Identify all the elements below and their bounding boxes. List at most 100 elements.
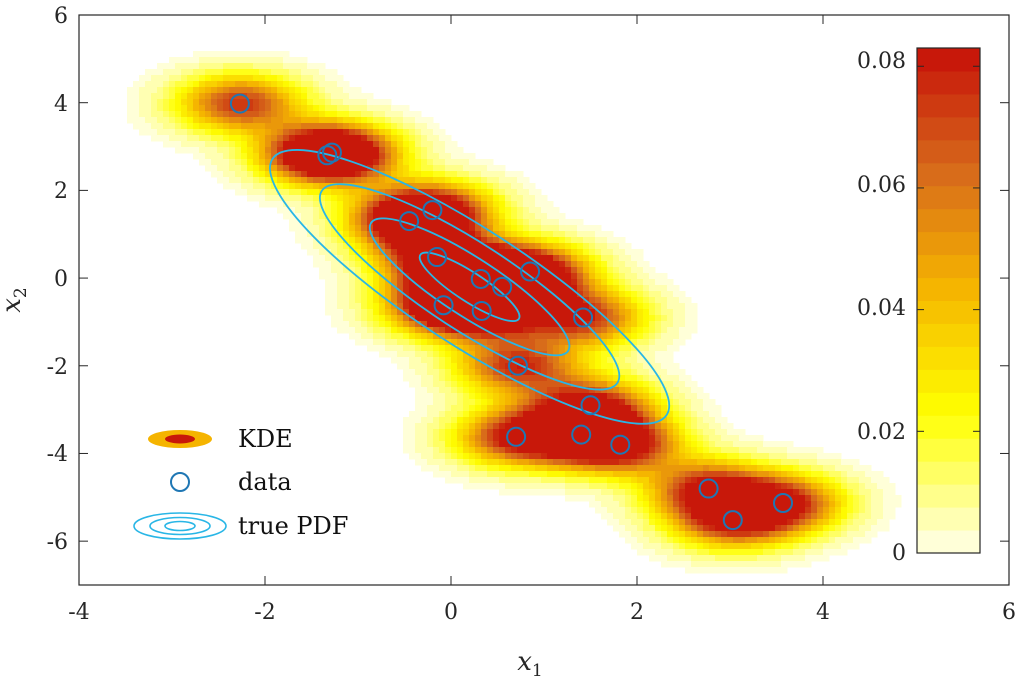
kde-cell	[529, 387, 536, 394]
kde-cell	[433, 429, 440, 436]
kde-cell	[313, 63, 320, 70]
kde-cell	[325, 231, 332, 238]
kde-cell	[349, 135, 356, 142]
kde-cell	[487, 285, 494, 292]
kde-cell	[643, 333, 650, 340]
kde-cell	[457, 441, 464, 448]
kde-cell	[421, 393, 428, 400]
kde-cell	[619, 285, 626, 292]
kde-cell	[337, 309, 344, 316]
kde-cell	[427, 333, 434, 340]
kde-cell	[631, 267, 638, 274]
kde-cell	[523, 315, 530, 322]
kde-cell	[823, 471, 830, 478]
kde-cell	[379, 345, 386, 352]
kde-cell	[703, 507, 710, 514]
kde-cell	[469, 213, 476, 220]
kde-cell	[403, 291, 410, 298]
kde-cell	[565, 249, 572, 256]
kde-cell	[301, 87, 308, 94]
kde-cell	[343, 213, 350, 220]
kde-cell	[427, 159, 434, 166]
kde-cell	[499, 435, 506, 442]
kde-cell	[337, 93, 344, 100]
kde-cell	[601, 321, 608, 328]
kde-cell	[289, 207, 296, 214]
kde-cell	[595, 303, 602, 310]
kde-cell	[649, 537, 656, 544]
kde-cell	[343, 243, 350, 250]
kde-cell	[445, 351, 452, 358]
kde-cell	[553, 381, 560, 388]
kde-cell	[553, 225, 560, 232]
kde-cell	[301, 237, 308, 244]
kde-cell	[805, 483, 812, 490]
kde-cell	[343, 327, 350, 334]
kde-cell	[403, 111, 410, 118]
kde-cell	[841, 465, 848, 472]
kde-cell	[247, 195, 254, 202]
kde-cell	[331, 117, 338, 124]
kde-cell	[829, 489, 836, 496]
kde-cell	[571, 489, 578, 496]
kde-cell	[427, 411, 434, 418]
kde-cell	[715, 567, 722, 574]
kde-cell	[673, 531, 680, 538]
kde-cell	[589, 357, 596, 364]
kde-cell	[493, 423, 500, 430]
kde-cell	[793, 531, 800, 538]
kde-cell	[667, 339, 674, 346]
kde-cell	[577, 303, 584, 310]
kde-cell	[409, 279, 416, 286]
kde-cell	[679, 489, 686, 496]
kde-cell	[637, 459, 644, 466]
kde-cell	[601, 261, 608, 268]
kde-cell	[679, 369, 686, 376]
kde-cell	[649, 411, 656, 418]
kde-cell	[475, 183, 482, 190]
kde-cell	[487, 381, 494, 388]
kde-cell	[649, 279, 656, 286]
kde-cell	[727, 441, 734, 448]
kde-cell	[781, 567, 788, 574]
kde-cell	[499, 369, 506, 376]
kde-cell	[391, 135, 398, 142]
kde-cell	[709, 549, 716, 556]
kde-cell	[841, 537, 848, 544]
kde-cell	[589, 483, 596, 490]
kde-cell	[643, 525, 650, 532]
kde-cell	[499, 255, 506, 262]
kde-cell	[325, 219, 332, 226]
kde-cell	[349, 267, 356, 274]
kde-cell	[373, 99, 380, 106]
kde-cell	[409, 243, 416, 250]
kde-cell	[811, 513, 818, 520]
kde-cell	[505, 369, 512, 376]
kde-cell	[301, 219, 308, 226]
kde-cell	[565, 273, 572, 280]
kde-cell	[433, 453, 440, 460]
kde-cell	[601, 417, 608, 424]
kde-cell	[475, 177, 482, 184]
kde-cell	[475, 219, 482, 226]
kde-cell	[319, 249, 326, 256]
kde-cell	[139, 75, 146, 82]
kde-cell	[787, 471, 794, 478]
colorbar-level	[917, 162, 980, 187]
kde-cell	[607, 249, 614, 256]
kde-cell	[451, 477, 458, 484]
kde-cell	[283, 135, 290, 142]
kde-cell	[781, 543, 788, 550]
kde-cell	[625, 285, 632, 292]
kde-cell	[577, 249, 584, 256]
data-point	[520, 261, 541, 282]
kde-cell	[553, 483, 560, 490]
kde-cell	[175, 69, 182, 76]
kde-cell	[469, 159, 476, 166]
kde-cell	[685, 507, 692, 514]
kde-cell	[667, 321, 674, 328]
kde-cell	[523, 339, 530, 346]
kde-cell	[685, 489, 692, 496]
kde-cell	[469, 387, 476, 394]
kde-cell	[547, 321, 554, 328]
